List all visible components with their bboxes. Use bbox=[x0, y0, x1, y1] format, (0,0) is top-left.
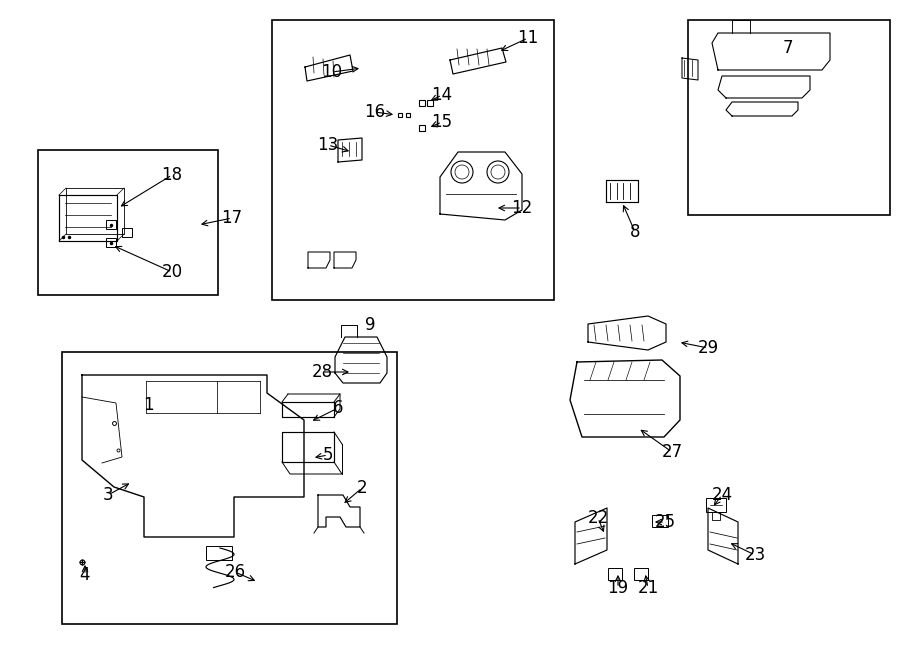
Bar bbox=[634, 568, 648, 580]
Bar bbox=[706, 498, 726, 512]
Text: 22: 22 bbox=[588, 509, 608, 527]
Bar bbox=[206, 546, 232, 560]
Bar bbox=[272, 20, 554, 300]
Text: 11: 11 bbox=[518, 29, 538, 47]
Text: 16: 16 bbox=[364, 103, 385, 121]
Text: 29: 29 bbox=[698, 339, 718, 357]
Text: 26: 26 bbox=[224, 563, 246, 581]
Text: 1: 1 bbox=[143, 396, 153, 414]
Bar bbox=[608, 568, 622, 580]
Text: 10: 10 bbox=[321, 63, 343, 81]
Bar bbox=[106, 220, 116, 229]
Text: 25: 25 bbox=[654, 513, 676, 531]
Text: 28: 28 bbox=[311, 363, 333, 381]
Text: 8: 8 bbox=[630, 223, 640, 241]
Text: 23: 23 bbox=[744, 546, 766, 564]
Text: 4: 4 bbox=[80, 566, 90, 584]
Text: 9: 9 bbox=[364, 316, 375, 334]
Bar bbox=[38, 150, 218, 295]
Bar bbox=[652, 515, 668, 527]
Bar bbox=[106, 238, 116, 247]
Text: 13: 13 bbox=[318, 136, 338, 154]
Text: 21: 21 bbox=[637, 579, 659, 597]
Text: 12: 12 bbox=[511, 199, 533, 217]
Bar bbox=[62, 352, 397, 624]
Text: 5: 5 bbox=[323, 446, 333, 464]
Text: 19: 19 bbox=[608, 579, 628, 597]
Text: 18: 18 bbox=[161, 166, 183, 184]
Text: 3: 3 bbox=[103, 486, 113, 504]
Bar bbox=[122, 228, 132, 237]
Bar bbox=[688, 20, 890, 215]
Text: 27: 27 bbox=[662, 443, 682, 461]
Text: 20: 20 bbox=[161, 263, 183, 281]
Text: 15: 15 bbox=[431, 113, 453, 131]
Text: 6: 6 bbox=[333, 399, 343, 417]
Text: 7: 7 bbox=[783, 39, 793, 57]
Text: 14: 14 bbox=[431, 86, 453, 104]
Text: 24: 24 bbox=[711, 486, 733, 504]
Text: 2: 2 bbox=[356, 479, 367, 497]
Text: 17: 17 bbox=[221, 209, 243, 227]
